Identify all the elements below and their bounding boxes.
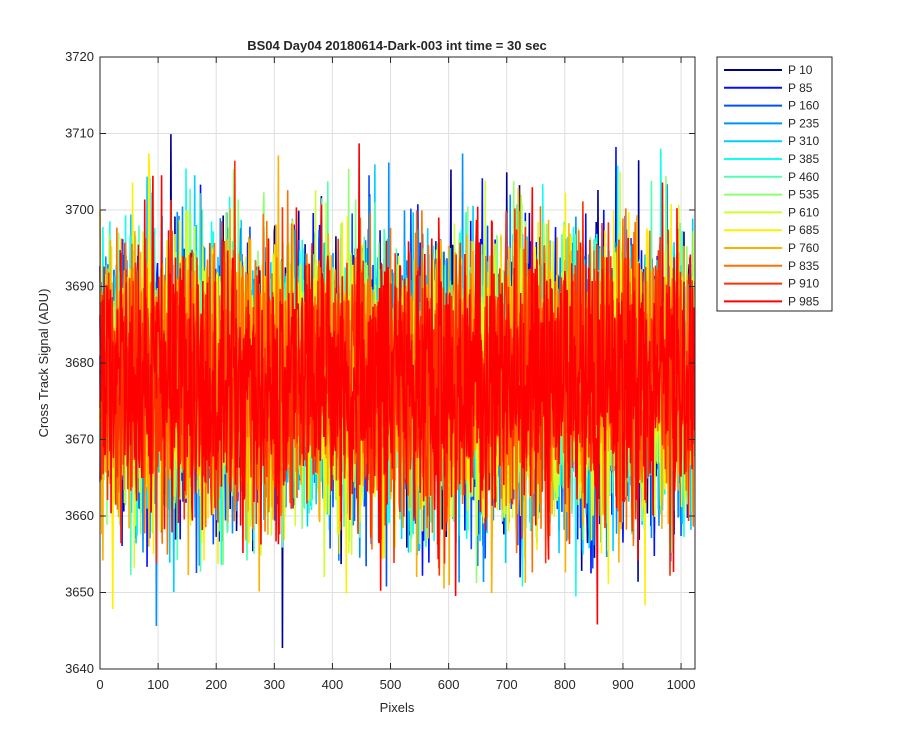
- y-tick-label: 3650: [65, 585, 94, 600]
- y-axis-label: Cross Track Signal (ADU): [36, 289, 51, 438]
- x-tick-label: 200: [205, 677, 227, 692]
- y-tick-label: 3720: [65, 49, 94, 64]
- x-tick-label: 700: [496, 677, 518, 692]
- legend-entry-label: P 835: [788, 259, 819, 273]
- legend-entry-label: P 385: [788, 152, 819, 166]
- legend-entry-label: P 160: [788, 99, 819, 113]
- y-tick-label: 3670: [65, 432, 94, 447]
- y-tick-label: 3640: [65, 661, 94, 676]
- legend-entry-label: P 610: [788, 205, 819, 219]
- x-tick-label: 1000: [667, 677, 696, 692]
- legend-entry-label: P 685: [788, 223, 819, 237]
- legend-entry-label: P 310: [788, 134, 819, 148]
- y-tick-label: 3680: [65, 355, 94, 370]
- x-tick-label: 900: [612, 677, 634, 692]
- chart-title: BS04 Day04 20180614-Dark-003 int time = …: [247, 38, 547, 53]
- y-tick-label: 3690: [65, 279, 94, 294]
- y-tick-label: 3660: [65, 508, 94, 523]
- x-tick-label: 800: [554, 677, 576, 692]
- x-tick-label: 0: [96, 677, 103, 692]
- legend-box: [716, 56, 833, 312]
- x-tick-label: 300: [263, 677, 285, 692]
- x-tick-label: 600: [438, 677, 460, 692]
- legend-entry-label: P 760: [788, 241, 819, 255]
- x-tick-label: 500: [380, 677, 402, 692]
- legend-entry-label: P 535: [788, 188, 819, 202]
- legend-entry-label: P 85: [788, 81, 813, 95]
- legend-entry-label: P 910: [788, 277, 819, 291]
- y-tick-label: 3700: [65, 202, 94, 217]
- x-axis-label: Pixels: [380, 700, 415, 715]
- legend-entry-label: P 985: [788, 294, 819, 308]
- legend-entry-label: P 235: [788, 116, 819, 130]
- x-tick-label: 100: [147, 677, 169, 692]
- x-tick-label: 400: [322, 677, 344, 692]
- legend: P 10 P 85 P 160 P 235 P 310 P 385 P 460 P 535 P …: [716, 56, 833, 312]
- legend-entry-label: P 10: [788, 63, 813, 77]
- axis-ticks: 0 100 200 300 400 500 600 700 800 900 1000 3640 3650…: [65, 49, 695, 692]
- series-lines: [99, 134, 696, 649]
- y-tick-label: 3710: [65, 126, 94, 141]
- series-line-p-985: [99, 143, 696, 625]
- legend-entry-label: P 460: [788, 170, 819, 184]
